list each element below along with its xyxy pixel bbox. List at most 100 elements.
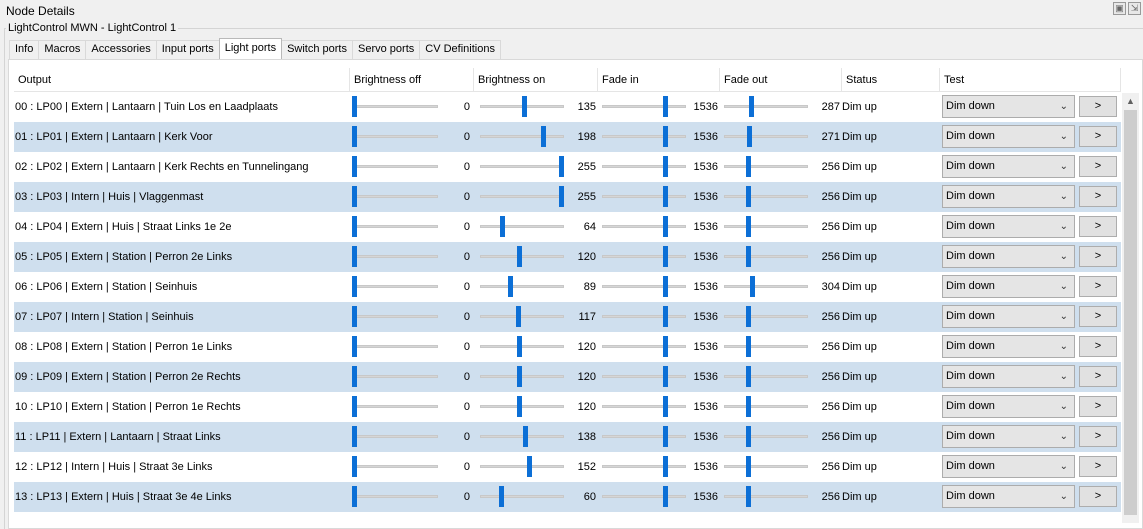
fade-in-slider-thumb[interactable] [662, 306, 668, 327]
test-dropdown[interactable]: Dim down ⌄ [942, 365, 1075, 388]
chevron-down-icon[interactable]: ⌄ [1059, 401, 1068, 412]
brightness-on-slider-thumb[interactable] [559, 156, 564, 177]
fade-out-slider-track[interactable] [724, 225, 808, 228]
test-dropdown[interactable]: Dim down ⌄ [942, 185, 1075, 208]
fade-in-slider-track[interactable] [602, 225, 686, 228]
fade-out-slider-track[interactable] [724, 285, 808, 288]
run-test-button[interactable]: > [1079, 456, 1117, 477]
brightness-off-slider-thumb[interactable] [352, 276, 357, 297]
fade-in-slider-track[interactable] [602, 345, 686, 348]
brightness-off-slider-thumb[interactable] [352, 186, 357, 207]
fade-in-slider-track[interactable] [602, 405, 686, 408]
brightness-off-slider-track[interactable] [352, 375, 438, 378]
test-dropdown[interactable]: Dim down ⌄ [942, 275, 1075, 298]
fade-out-slider-track[interactable] [724, 105, 808, 108]
test-dropdown[interactable]: Dim down ⌄ [942, 155, 1075, 178]
chevron-down-icon[interactable]: ⌄ [1059, 101, 1068, 112]
chevron-down-icon[interactable]: ⌄ [1059, 371, 1068, 382]
run-test-button[interactable]: > [1079, 426, 1117, 447]
brightness-off-slider-thumb[interactable] [352, 396, 357, 417]
brightness-off-slider-track[interactable] [352, 315, 438, 318]
column-header-brightness-on[interactable]: Brightness on [474, 68, 598, 92]
fade-out-slider-track[interactable] [724, 135, 808, 138]
table-row[interactable]: 07 : LP07 | Intern | Station | Seinhuis 0… [14, 302, 1121, 332]
column-header-fade-in[interactable]: Fade in [598, 68, 720, 92]
brightness-off-slider-track[interactable] [352, 165, 438, 168]
test-dropdown[interactable]: Dim down ⌄ [942, 245, 1075, 268]
brightness-off-slider-thumb[interactable] [352, 426, 357, 447]
pin-icon[interactable]: ⇲ [1128, 2, 1141, 15]
run-test-button[interactable]: > [1079, 96, 1117, 117]
column-header-fade-out[interactable]: Fade out [720, 68, 842, 92]
brightness-on-slider-thumb[interactable] [517, 246, 523, 267]
chevron-down-icon[interactable]: ⌄ [1059, 461, 1068, 472]
fade-out-slider-track[interactable] [724, 315, 808, 318]
fade-in-slider-thumb[interactable] [662, 456, 668, 477]
tab-light-ports[interactable]: Light ports [218, 38, 283, 59]
tab-cv-definitions[interactable]: CV Definitions [419, 40, 501, 59]
fade-in-slider-track[interactable] [602, 435, 686, 438]
fade-out-slider-thumb[interactable] [745, 456, 751, 477]
restore-icon[interactable]: ▣ [1113, 2, 1126, 15]
run-test-button[interactable]: > [1079, 246, 1117, 267]
chevron-down-icon[interactable]: ⌄ [1059, 161, 1068, 172]
brightness-off-slider-track[interactable] [352, 285, 438, 288]
test-dropdown[interactable]: Dim down ⌄ [942, 485, 1075, 508]
test-dropdown[interactable]: Dim down ⌄ [942, 125, 1075, 148]
test-dropdown[interactable]: Dim down ⌄ [942, 335, 1075, 358]
brightness-off-slider-thumb[interactable] [352, 456, 357, 477]
fade-in-slider-thumb[interactable] [662, 126, 668, 147]
fade-in-slider-track[interactable] [602, 495, 686, 498]
fade-in-slider-track[interactable] [602, 315, 686, 318]
brightness-off-slider-thumb[interactable] [352, 246, 357, 267]
fade-in-slider-track[interactable] [602, 255, 686, 258]
scroll-up-icon[interactable]: ▲ [1126, 96, 1135, 106]
chevron-down-icon[interactable]: ⌄ [1059, 221, 1068, 232]
table-row[interactable]: 06 : LP06 | Extern | Station | Seinhuis 0… [14, 272, 1121, 302]
run-test-button[interactable]: > [1079, 306, 1117, 327]
chevron-down-icon[interactable]: ⌄ [1059, 491, 1068, 502]
test-dropdown[interactable]: Dim down ⌄ [942, 95, 1075, 118]
brightness-off-slider-thumb[interactable] [352, 216, 357, 237]
brightness-off-slider-track[interactable] [352, 255, 438, 258]
brightness-on-slider-track[interactable] [480, 135, 564, 138]
test-dropdown[interactable]: Dim down ⌄ [942, 395, 1075, 418]
fade-in-slider-track[interactable] [602, 465, 686, 468]
run-test-button[interactable]: > [1079, 216, 1117, 237]
brightness-on-slider-thumb[interactable] [499, 216, 505, 237]
run-test-button[interactable]: > [1079, 186, 1117, 207]
brightness-on-slider-track[interactable] [480, 285, 564, 288]
brightness-off-slider-thumb[interactable] [352, 336, 357, 357]
brightness-on-slider-thumb[interactable] [517, 336, 523, 357]
fade-in-slider-thumb[interactable] [662, 336, 668, 357]
fade-in-slider-thumb[interactable] [662, 156, 668, 177]
brightness-on-slider-thumb[interactable] [498, 486, 504, 507]
fade-out-slider-track[interactable] [724, 195, 808, 198]
chevron-down-icon[interactable]: ⌄ [1059, 341, 1068, 352]
chevron-down-icon[interactable]: ⌄ [1059, 281, 1068, 292]
fade-out-slider-thumb[interactable] [745, 336, 751, 357]
brightness-off-slider-track[interactable] [352, 105, 438, 108]
scrollbar-thumb[interactable] [1124, 110, 1137, 515]
fade-in-slider-thumb[interactable] [662, 186, 668, 207]
brightness-off-slider-track[interactable] [352, 135, 438, 138]
brightness-on-slider-thumb[interactable] [517, 366, 523, 387]
brightness-on-slider-thumb[interactable] [541, 126, 547, 147]
fade-out-slider-thumb[interactable] [750, 276, 756, 297]
brightness-on-slider-thumb[interactable] [559, 186, 564, 207]
fade-out-slider-thumb[interactable] [745, 246, 751, 267]
brightness-on-slider-thumb[interactable] [507, 276, 513, 297]
test-dropdown[interactable]: Dim down ⌄ [942, 455, 1075, 478]
fade-out-slider-track[interactable] [724, 255, 808, 258]
table-row[interactable]: 01 : LP01 | Extern | Lantaarn | Kerk Voo… [14, 122, 1121, 152]
fade-out-slider-track[interactable] [724, 405, 808, 408]
test-dropdown[interactable]: Dim down ⌄ [942, 305, 1075, 328]
fade-out-slider-thumb[interactable] [745, 306, 751, 327]
table-row[interactable]: 05 : LP05 | Extern | Station | Perron 2e… [14, 242, 1121, 272]
brightness-on-slider-thumb[interactable] [522, 426, 528, 447]
brightness-off-slider-track[interactable] [352, 345, 438, 348]
fade-out-slider-thumb[interactable] [745, 216, 751, 237]
column-header-brightness-off[interactable]: Brightness off [350, 68, 474, 92]
fade-in-slider-thumb[interactable] [662, 276, 668, 297]
table-row[interactable]: 08 : LP08 | Extern | Station | Perron 1e… [14, 332, 1121, 362]
